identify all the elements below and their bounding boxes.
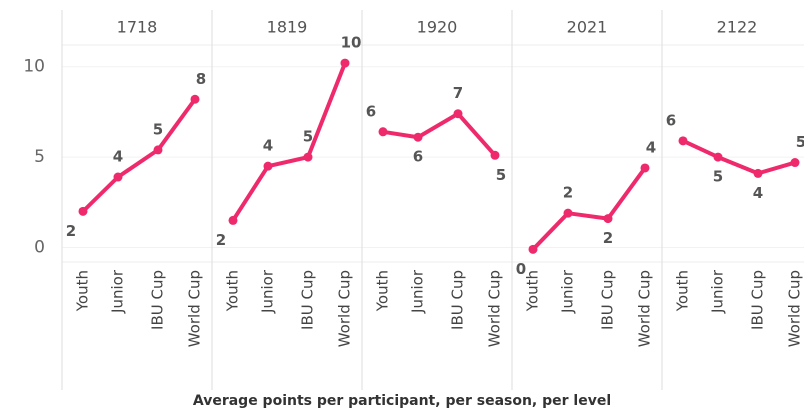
value-label: 2	[66, 222, 76, 240]
x-tick-label: World Cup	[636, 270, 654, 347]
point	[678, 136, 688, 146]
value-label: 8	[196, 70, 206, 88]
x-tick-label: World Cup	[336, 270, 354, 347]
x-tick-label: Junior	[559, 269, 577, 314]
point	[190, 94, 200, 104]
value-label: 10	[341, 34, 362, 52]
x-tick-label: IBU Cup	[599, 270, 617, 330]
value-label: 5	[713, 168, 723, 186]
line	[231, 62, 347, 222]
y-tick-label: 0	[34, 238, 45, 258]
x-tick-label: Youth	[374, 270, 392, 312]
value-label: 4	[263, 137, 273, 155]
value-label: 4	[113, 148, 123, 166]
x-tick-label: Youth	[524, 270, 542, 312]
point	[790, 158, 800, 168]
x-tick-label: World Cup	[486, 270, 504, 347]
x-tick-label: Youth	[74, 270, 92, 312]
point	[528, 244, 538, 254]
point	[303, 152, 313, 162]
value-label: 5	[303, 128, 313, 146]
x-tick-label: IBU Cup	[749, 270, 767, 330]
point	[113, 172, 123, 182]
x-tick-label: Junior	[109, 269, 127, 314]
x-tick-label: IBU Cup	[449, 270, 467, 330]
x-tick-label: World Cup	[786, 270, 804, 347]
panel-title: 2122	[717, 18, 758, 37]
x-tick-label: Youth	[674, 270, 692, 312]
y-tick-label: 5	[34, 147, 45, 167]
x-tick-label: IBU Cup	[299, 270, 317, 330]
value-label: 2	[563, 184, 573, 202]
point	[453, 109, 463, 119]
value-label: 7	[453, 84, 463, 102]
point	[153, 145, 163, 155]
line	[382, 111, 497, 157]
value-label: 5	[153, 120, 163, 138]
y-tick-label: 10	[23, 57, 45, 77]
panel-title: 1920	[417, 18, 458, 37]
value-label: 6	[666, 111, 676, 129]
x-tick-label: Youth	[224, 270, 242, 312]
value-label: 2	[603, 229, 613, 247]
panel-title: 1819	[267, 18, 308, 37]
point	[340, 58, 350, 68]
x-axis-label: Average points per participant, per seas…	[193, 393, 611, 409]
x-tick-label: Junior	[409, 269, 427, 314]
x-tick-label: Junior	[259, 269, 277, 314]
value-label: 2	[216, 231, 226, 249]
x-tick-label: IBU Cup	[149, 270, 167, 330]
line	[81, 98, 197, 213]
point	[263, 161, 273, 171]
point	[413, 132, 423, 142]
panel-title: 1718	[117, 18, 158, 37]
point	[563, 208, 573, 218]
value-label: 4	[753, 184, 763, 202]
point	[78, 206, 88, 216]
line	[682, 139, 796, 176]
value-label: 4	[646, 138, 656, 156]
point	[490, 150, 500, 160]
x-tick-label: World Cup	[186, 270, 204, 347]
value-label: 5	[496, 166, 506, 184]
point	[603, 214, 613, 224]
value-label: 6	[413, 148, 423, 166]
point	[228, 215, 238, 225]
point	[753, 168, 763, 178]
point	[640, 163, 650, 173]
line	[531, 166, 647, 251]
point	[713, 152, 723, 162]
x-tick-label: Junior	[709, 269, 727, 314]
value-label: 0	[516, 260, 526, 278]
value-label: 5	[796, 133, 804, 151]
value-label: 6	[366, 102, 376, 120]
point	[378, 127, 388, 137]
panel-title: 2021	[567, 18, 608, 37]
